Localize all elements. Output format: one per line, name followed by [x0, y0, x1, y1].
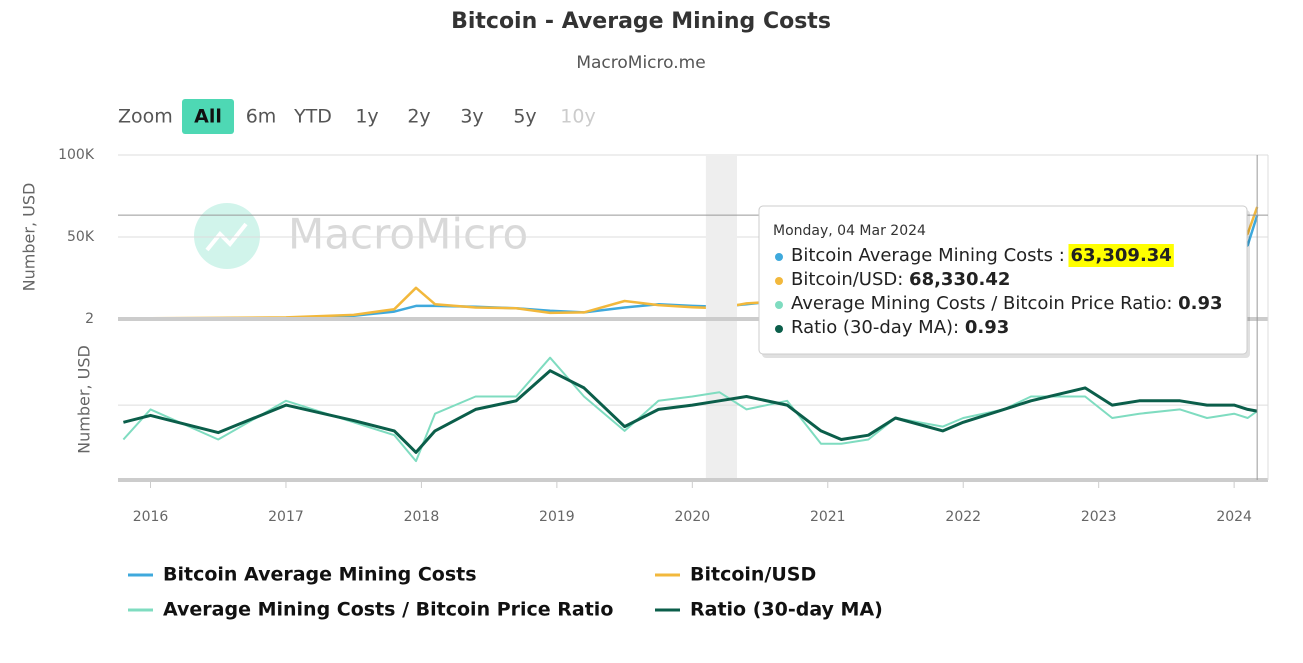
zoom-button[interactable]: 2y: [407, 106, 430, 128]
y-axis-title: Number, USD: [20, 183, 39, 292]
tooltip-date: Monday, 04 Mar 2024: [773, 223, 926, 239]
zoom-button[interactable]: 5y: [513, 106, 536, 128]
tooltip-item: Bitcoin Average Mining Costs : 63,309.34: [791, 245, 1172, 266]
zoom-button-bg: [182, 99, 234, 134]
zoom-button: 10y: [560, 106, 595, 128]
tooltip-label: Ratio (30-day MA):: [791, 317, 965, 338]
tooltip-value: 0.93: [1178, 293, 1222, 314]
zoom-button[interactable]: All: [194, 106, 222, 128]
tooltip: [758, 205, 1248, 355]
x-tick-label: 2018: [404, 509, 440, 525]
zoom-button[interactable]: YTD: [293, 106, 332, 128]
legend-label[interactable]: Ratio (30-day MA): [690, 599, 883, 621]
watermark: MacroMicro: [288, 210, 528, 259]
y-tick-label: 100K: [58, 147, 95, 163]
x-tick-label: 2017: [268, 509, 304, 525]
tooltip-highlight: [1068, 244, 1174, 267]
legend-label[interactable]: Average Mining Costs / Bitcoin Price Rat…: [163, 599, 613, 621]
zoom-label: Zoom: [118, 106, 173, 128]
zoom-button[interactable]: 1y: [355, 106, 378, 128]
watermark-logo: [194, 203, 260, 269]
series-line: [122, 356, 1258, 463]
watermark-logo-mark: [205, 222, 248, 252]
x-tick-label: 2019: [539, 509, 575, 525]
tooltip-marker: [775, 277, 783, 285]
tooltip-item: Bitcoin/USD: 68,330.42: [791, 269, 1010, 290]
tooltip-item: Ratio (30-day MA): 0.93: [791, 317, 1009, 338]
y-tick-label: 50K: [67, 229, 95, 245]
chart-subtitle: MacroMicro.me: [576, 53, 705, 73]
tooltip-item: Average Mining Costs / Bitcoin Price Rat…: [791, 293, 1223, 314]
x-tick-label: 2020: [675, 509, 711, 525]
x-tick-label: 2016: [133, 509, 169, 525]
y-axis-title: Number, USD: [75, 345, 94, 454]
series-line: [123, 369, 1258, 454]
y-tick-label: 2: [85, 311, 94, 327]
legend-label[interactable]: Bitcoin/USD: [690, 564, 816, 586]
tooltip-label: Bitcoin Average Mining Costs :: [791, 245, 1070, 266]
tooltip-value: 0.93: [965, 317, 1009, 338]
zoom-button[interactable]: 3y: [460, 106, 483, 128]
tooltip-value: 68,330.42: [909, 269, 1010, 290]
tooltip-value: 63,309.34: [1070, 245, 1171, 266]
tooltip-marker: [775, 325, 783, 333]
tooltip-label: Bitcoin/USD:: [791, 269, 909, 290]
x-tick-label: 2022: [945, 509, 981, 525]
zoom-button[interactable]: 6m: [246, 106, 277, 128]
legend-label[interactable]: Bitcoin Average Mining Costs: [163, 564, 477, 586]
x-tick-label: 2023: [1081, 509, 1117, 525]
x-tick-label: 2024: [1216, 509, 1252, 525]
tooltip-label: Average Mining Costs / Bitcoin Price Rat…: [791, 293, 1178, 314]
tooltip-marker: [775, 253, 783, 261]
chart-title: Bitcoin - Average Mining Costs: [451, 9, 831, 34]
x-tick-label: 2021: [810, 509, 846, 525]
tooltip-marker: [775, 301, 783, 309]
